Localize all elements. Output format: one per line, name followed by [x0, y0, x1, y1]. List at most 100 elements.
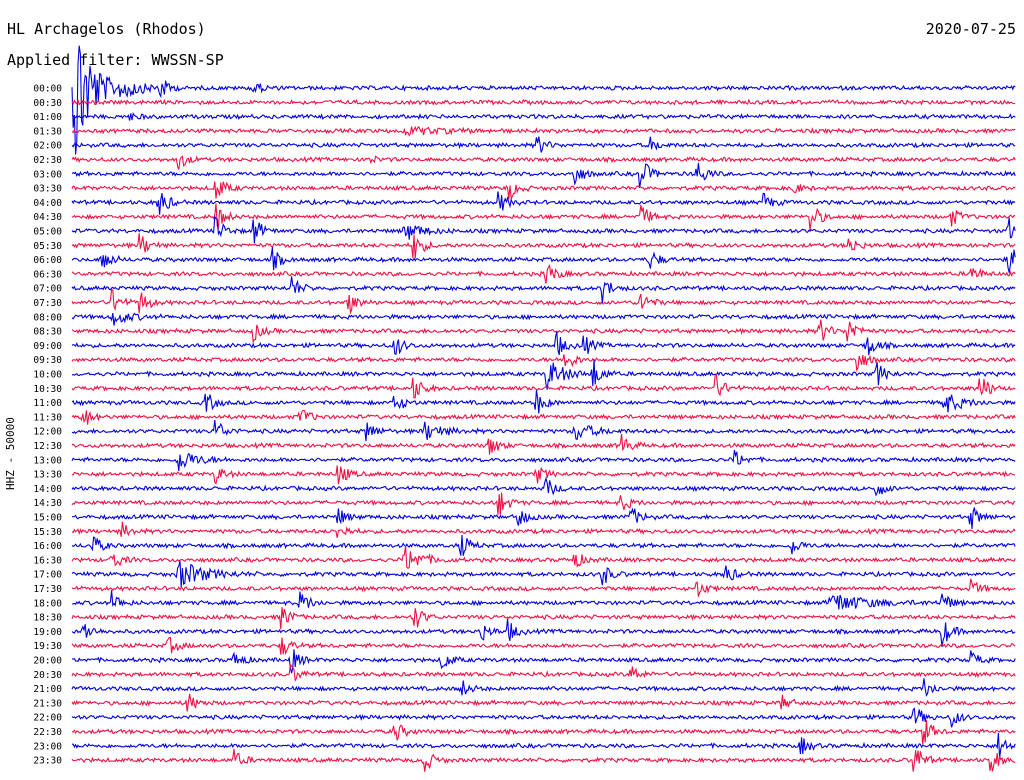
- trace-line: [71, 162, 1016, 189]
- trace-line: [71, 434, 1016, 455]
- time-tick-label: 03:30: [33, 184, 62, 195]
- time-tick-label: 06:00: [33, 255, 62, 266]
- trace-line: [71, 748, 1016, 772]
- time-tick-label: 23:00: [33, 741, 62, 752]
- time-tick-label: 00:00: [33, 84, 62, 95]
- time-tick-label: 13:00: [33, 455, 62, 466]
- time-tick-label: 20:30: [33, 670, 62, 681]
- time-tick-label: 15:30: [33, 527, 62, 538]
- time-tick-label: 05:30: [33, 241, 62, 252]
- trace-line: [71, 449, 1016, 472]
- trace-line: [71, 45, 1016, 155]
- trace-line: [71, 136, 1016, 153]
- time-tick-label: 22:00: [33, 713, 62, 724]
- trace-line: [71, 545, 1016, 570]
- time-tick-label: 21:00: [33, 684, 62, 695]
- time-tick-label: 10:00: [33, 370, 62, 381]
- trace-line: [71, 319, 1016, 344]
- trace-line: [71, 288, 1016, 315]
- time-tick-label: 02:30: [33, 155, 62, 166]
- time-tick-label: 04:30: [33, 212, 62, 223]
- time-tick-label: 11:00: [33, 398, 62, 409]
- time-tick-label: 12:00: [33, 427, 62, 438]
- time-tick-label: 17:30: [33, 584, 62, 595]
- time-tick-label: 01:30: [33, 126, 62, 137]
- trace-line: [72, 732, 1016, 759]
- trace-line: [71, 476, 1016, 497]
- trace-line: [71, 247, 1016, 273]
- trace-line: [71, 233, 1016, 259]
- trace-line: [71, 607, 1016, 630]
- time-tick-label: 18:00: [33, 598, 62, 609]
- trace-line: [71, 331, 1016, 356]
- trace-line: [71, 465, 1016, 485]
- trace-line: [71, 203, 1016, 231]
- record-date: 2020-07-25: [925, 20, 1016, 38]
- time-tick-label: 11:30: [33, 412, 62, 423]
- trace-line: [71, 636, 1016, 656]
- trace-line: [71, 111, 1016, 121]
- trace-line: [71, 720, 1016, 745]
- trace-line: [71, 191, 1016, 215]
- time-tick-label: 04:00: [33, 198, 62, 209]
- time-tick-label: 08:00: [33, 312, 62, 323]
- time-tick-label: 12:30: [33, 441, 62, 452]
- time-tick-label: 21:30: [33, 698, 62, 709]
- time-tick-label: 17:00: [33, 570, 62, 581]
- time-tick-label: 00:30: [33, 98, 62, 109]
- time-tick-label: 09:30: [33, 355, 62, 366]
- filter-label: Applied filter: WWSSN-SP: [7, 51, 224, 69]
- trace-line: [72, 507, 1016, 530]
- trace-line: [71, 276, 1016, 303]
- station-title: HL Archagelos (Rhodos): [7, 20, 206, 38]
- time-tick-label: 02:00: [33, 141, 62, 152]
- time-tick-label: 19:00: [33, 627, 62, 638]
- trace-line: [71, 359, 1016, 390]
- trace-line: [71, 312, 1016, 326]
- time-tick-label: 13:30: [33, 470, 62, 481]
- trace-line: [71, 618, 1016, 648]
- trace-line: [71, 560, 1016, 588]
- time-tick-label: 07:00: [33, 284, 62, 295]
- time-tick-label: 18:30: [33, 613, 62, 624]
- time-tick-label: 01:00: [33, 112, 62, 123]
- time-tick-label: 23:30: [33, 756, 62, 767]
- trace-line: [72, 590, 1016, 611]
- trace-line: [71, 693, 1016, 712]
- time-tick-label: 14:00: [33, 484, 62, 495]
- trace-line: [71, 663, 1016, 682]
- trace-line: [71, 98, 1016, 106]
- trace-line: [71, 181, 1016, 201]
- trace-line: [71, 125, 1016, 137]
- trace-line: [71, 373, 1016, 399]
- trace-line: [71, 578, 1016, 597]
- trace-line: [71, 390, 1016, 414]
- trace-line: [71, 521, 1016, 538]
- time-tick-label: 06:30: [33, 269, 62, 280]
- trace-line: [71, 707, 1016, 728]
- time-tick-label: 22:30: [33, 727, 62, 738]
- time-tick-label: 20:00: [33, 656, 62, 667]
- trace-line: [71, 354, 1016, 372]
- time-tick-label: 14:30: [33, 498, 62, 509]
- time-tick-label: 05:00: [33, 227, 62, 238]
- trace-line: [71, 492, 1016, 515]
- trace-line: [71, 649, 1016, 674]
- trace-line: [71, 534, 1016, 556]
- trace-line: [71, 419, 1016, 442]
- time-tick-label: 16:00: [33, 541, 62, 552]
- trace-line: [71, 263, 1016, 284]
- time-tick-label: 09:00: [33, 341, 62, 352]
- trace-line: [71, 409, 1016, 425]
- trace-line: [71, 678, 1016, 697]
- time-tick-label: 08:30: [33, 327, 62, 338]
- time-tick-label: 19:30: [33, 641, 62, 652]
- time-tick-label: 16:30: [33, 555, 62, 566]
- trace-line: [71, 155, 1016, 170]
- time-tick-label: 15:00: [33, 513, 62, 524]
- trace-line: [71, 215, 1016, 244]
- time-tick-label: 07:30: [33, 298, 62, 309]
- time-tick-label: 10:30: [33, 384, 62, 395]
- time-tick-label: 03:00: [33, 169, 62, 180]
